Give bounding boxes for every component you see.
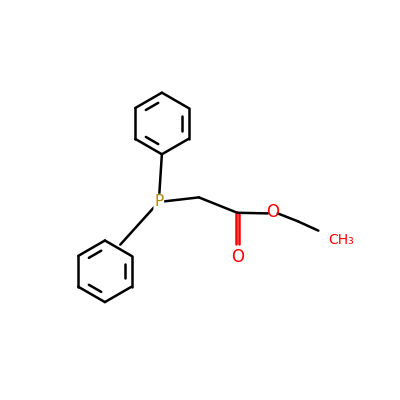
Text: O: O: [231, 248, 244, 266]
Text: O: O: [266, 204, 279, 222]
Text: CH₃: CH₃: [328, 234, 354, 248]
Text: P: P: [154, 194, 164, 210]
